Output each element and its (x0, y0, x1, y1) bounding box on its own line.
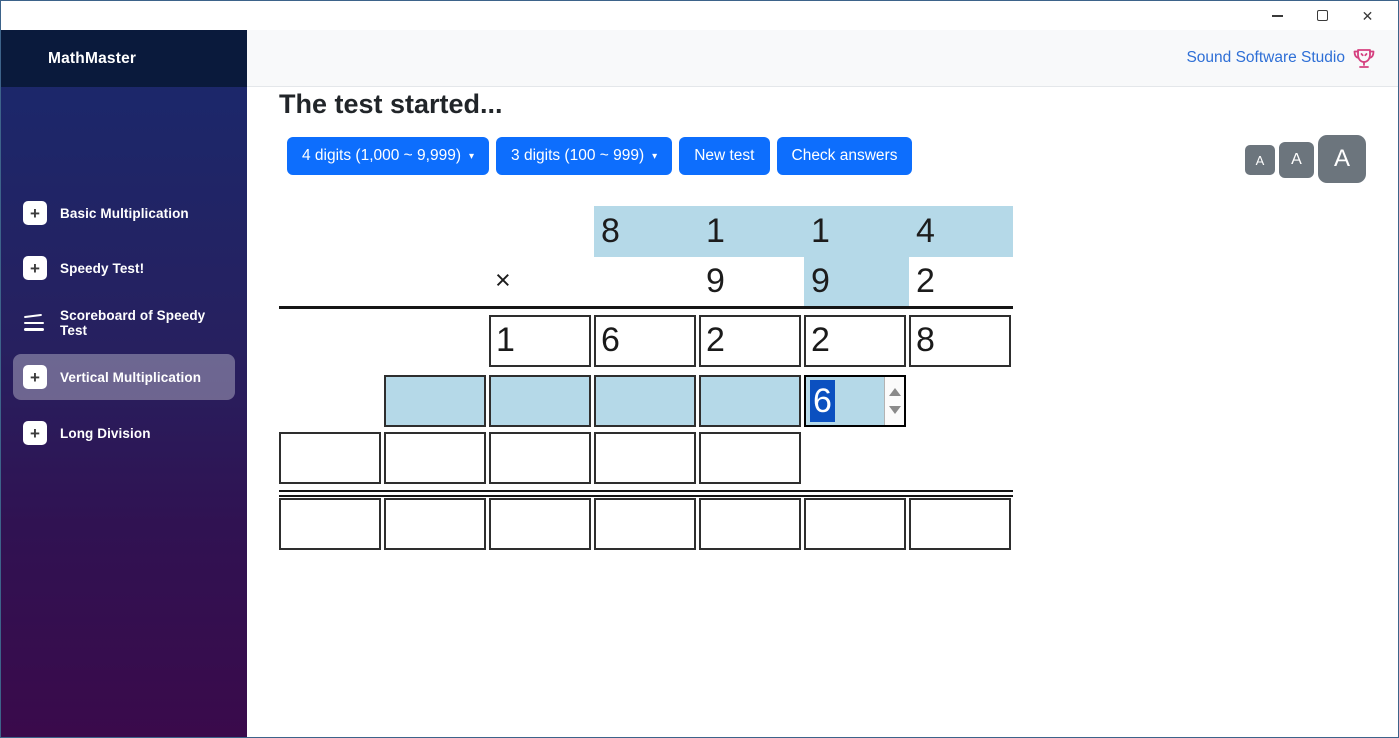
multiplicand-digits-dropdown[interactable]: 4 digits (1,000 ~ 9,999) ▾ (287, 137, 490, 175)
font-size-controls: A A A (1245, 131, 1366, 183)
chevron-down-icon: ▾ (652, 151, 658, 162)
close-button[interactable]: ✕ (1345, 1, 1390, 30)
sidebar: MathMaster + Basic Multiplication + Spee… (1, 30, 247, 737)
sidebar-item-basic-multiplication[interactable]: + Basic Multiplication (13, 190, 235, 236)
answer-input[interactable] (384, 432, 486, 484)
final-answer-input[interactable] (594, 498, 696, 550)
answer-input[interactable]: 2 (699, 315, 801, 367)
list-icon (23, 314, 47, 331)
number-spinner (884, 377, 904, 425)
sidebar-item-label: Long Division (60, 425, 151, 441)
spinner-up-icon[interactable] (888, 387, 901, 396)
multiplicand-digit: 8 (601, 212, 620, 250)
sidebar-header: MathMaster (1, 30, 247, 87)
sidebar-item-label: Vertical Multiplication (60, 369, 202, 385)
spinner-down-icon[interactable] (888, 406, 901, 415)
multiplicand-digit: 1 (811, 212, 830, 250)
studio-link[interactable]: Sound Software Studio (1186, 49, 1345, 66)
sidebar-item-label: Scoreboard of Speedy Test (60, 308, 206, 338)
window-controls: ✕ (1255, 1, 1390, 30)
answer-input[interactable] (489, 375, 591, 427)
page-title: The test started... (279, 89, 503, 119)
answer-input[interactable] (699, 375, 801, 427)
selected-digit: 6 (810, 380, 835, 422)
final-answer-input[interactable] (384, 498, 486, 550)
multiplier-digit: 9 (811, 262, 830, 300)
answer-input[interactable] (489, 432, 591, 484)
top-header: Sound Software Studio (247, 30, 1398, 87)
multiplicand-digit: 1 (706, 212, 725, 250)
sidebar-item-vertical-multiplication[interactable]: + Vertical Multiplication (13, 354, 235, 400)
font-size-small-button[interactable]: A (1245, 145, 1275, 175)
plus-icon: + (23, 201, 47, 225)
sidebar-item-label: Basic Multiplication (60, 205, 189, 221)
final-answer-input[interactable] (489, 498, 591, 550)
maximize-button[interactable] (1300, 1, 1345, 30)
title-bar: ✕ (1, 1, 1398, 30)
final-answer-input[interactable] (279, 498, 381, 550)
answer-input[interactable] (279, 432, 381, 484)
multiplier-digit: 2 (916, 262, 935, 300)
plus-icon: + (23, 421, 47, 445)
minimize-button[interactable] (1255, 1, 1300, 30)
answer-input[interactable]: 6 (594, 315, 696, 367)
font-size-medium-button[interactable]: A (1279, 142, 1314, 178)
sidebar-item-long-division[interactable]: + Long Division (13, 410, 235, 456)
plus-icon: + (23, 256, 47, 280)
close-icon: ✕ (1361, 7, 1374, 24)
app-title: MathMaster (48, 49, 137, 67)
sidebar-item-scoreboard[interactable]: Scoreboard of Speedy Test (13, 300, 235, 346)
answer-input-focused[interactable]: 6 (804, 375, 906, 427)
new-test-button[interactable]: New test (679, 137, 770, 175)
answer-input[interactable]: 2 (804, 315, 906, 367)
answer-input[interactable]: 8 (909, 315, 1011, 367)
answer-input[interactable] (594, 375, 696, 427)
answer-input[interactable]: 1 (489, 315, 591, 367)
answer-input[interactable] (594, 432, 696, 484)
multiplier-digits-dropdown[interactable]: 3 digits (100 ~ 999) ▾ (496, 137, 673, 175)
check-answers-button[interactable]: Check answers (776, 137, 913, 175)
plus-icon: + (23, 365, 47, 389)
trophy-icon (1353, 49, 1375, 68)
horizontal-rule (279, 306, 1013, 309)
final-answer-input[interactable] (699, 498, 801, 550)
font-size-large-button[interactable]: A (1318, 135, 1366, 183)
sidebar-item-speedy-test[interactable]: + Speedy Test! (13, 245, 235, 291)
answer-input[interactable] (384, 375, 486, 427)
multiplicand-highlight (594, 206, 1013, 257)
answer-input[interactable] (699, 432, 801, 484)
final-answer-input[interactable] (804, 498, 906, 550)
chevron-down-icon: ▾ (468, 151, 475, 162)
multiplier-digit-highlight (804, 257, 909, 306)
final-answer-input[interactable] (909, 498, 1011, 550)
dropdown-label: 4 digits (1,000 ~ 9,999) (302, 147, 461, 164)
multiplicand-digit: 4 (916, 212, 935, 250)
dropdown-label: 3 digits (100 ~ 999) (511, 147, 645, 164)
toolbar: 4 digits (1,000 ~ 9,999) ▾ 3 digits (100… (287, 137, 913, 175)
double-horizontal-rule (279, 490, 1013, 497)
minimize-icon (1272, 14, 1283, 17)
multiply-operator: × (495, 265, 511, 295)
multiplier-digit: 9 (706, 262, 725, 300)
maximize-icon (1317, 10, 1328, 21)
sidebar-item-label: Speedy Test! (60, 260, 145, 276)
